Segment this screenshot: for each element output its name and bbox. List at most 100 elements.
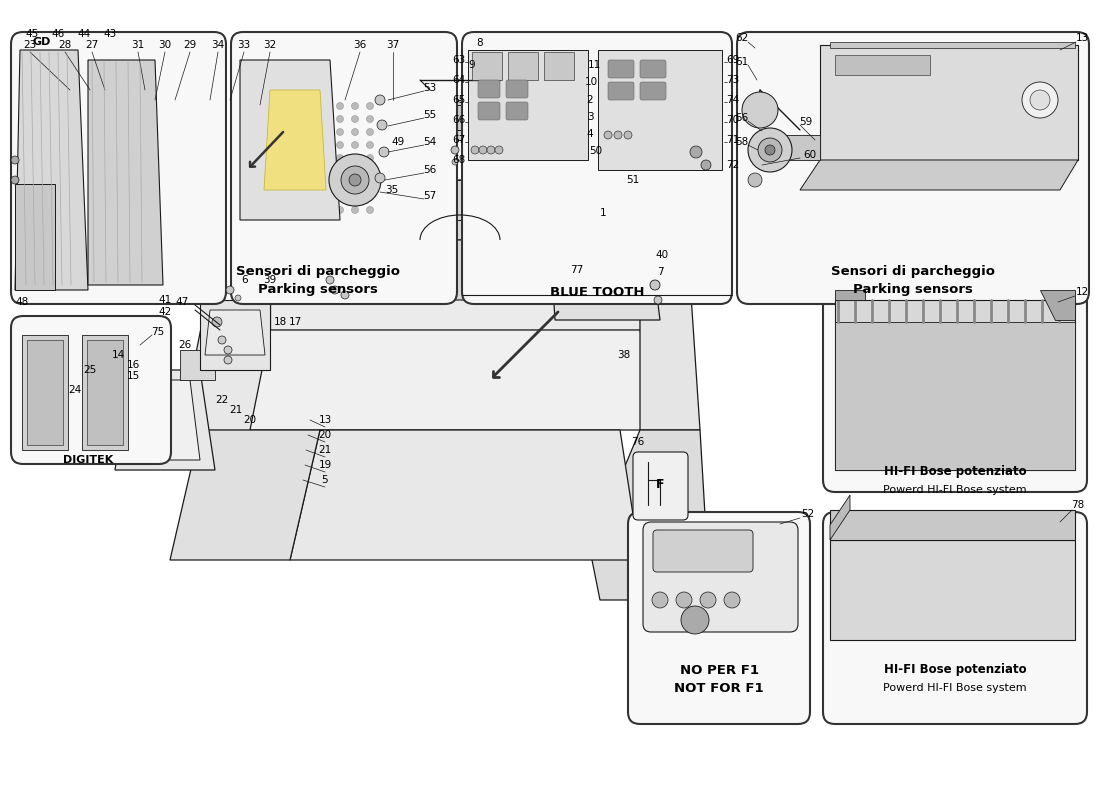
Circle shape <box>366 194 374 201</box>
Text: 15: 15 <box>126 371 140 381</box>
FancyBboxPatch shape <box>632 452 688 520</box>
Circle shape <box>352 102 359 110</box>
Text: 24: 24 <box>68 385 81 395</box>
FancyBboxPatch shape <box>462 32 732 304</box>
Circle shape <box>321 154 329 162</box>
Polygon shape <box>540 180 620 220</box>
Text: NO PER F1: NO PER F1 <box>680 663 759 677</box>
Polygon shape <box>590 430 710 600</box>
Polygon shape <box>180 350 214 380</box>
Polygon shape <box>240 60 340 220</box>
Circle shape <box>1030 90 1050 110</box>
Polygon shape <box>340 180 560 220</box>
Polygon shape <box>1040 290 1075 320</box>
FancyBboxPatch shape <box>506 80 528 98</box>
Circle shape <box>614 131 622 139</box>
Text: 20: 20 <box>243 415 256 425</box>
Text: 19: 19 <box>318 460 331 470</box>
Polygon shape <box>640 280 700 430</box>
FancyBboxPatch shape <box>737 32 1089 304</box>
Circle shape <box>352 181 359 187</box>
Text: 11: 11 <box>587 60 601 70</box>
Circle shape <box>212 317 222 327</box>
Circle shape <box>307 154 314 162</box>
Polygon shape <box>400 240 520 300</box>
Text: 76: 76 <box>631 437 645 447</box>
Circle shape <box>556 147 561 153</box>
Circle shape <box>452 159 458 165</box>
FancyBboxPatch shape <box>644 522 798 632</box>
Circle shape <box>321 142 329 149</box>
Circle shape <box>292 142 298 149</box>
Text: 26: 26 <box>178 340 191 350</box>
Circle shape <box>352 167 359 174</box>
Text: 8: 8 <box>476 38 483 48</box>
Circle shape <box>292 181 298 187</box>
Circle shape <box>748 173 762 187</box>
Polygon shape <box>598 50 722 170</box>
Polygon shape <box>200 300 270 370</box>
Circle shape <box>554 118 561 126</box>
Circle shape <box>352 194 359 201</box>
Text: 49: 49 <box>392 137 405 147</box>
Circle shape <box>307 206 314 214</box>
Text: 47: 47 <box>175 297 188 307</box>
Polygon shape <box>116 370 214 470</box>
Circle shape <box>307 142 314 149</box>
Text: Parking sensors: Parking sensors <box>854 283 972 297</box>
Polygon shape <box>830 510 1075 540</box>
Text: 33: 33 <box>238 40 251 50</box>
Text: 38: 38 <box>617 350 630 360</box>
FancyBboxPatch shape <box>640 82 666 100</box>
Polygon shape <box>835 290 865 300</box>
Circle shape <box>224 346 232 354</box>
Polygon shape <box>180 330 270 430</box>
Circle shape <box>341 166 368 194</box>
Circle shape <box>471 146 478 154</box>
Circle shape <box>375 173 385 183</box>
Circle shape <box>451 146 459 154</box>
Circle shape <box>764 145 776 155</box>
FancyBboxPatch shape <box>478 102 500 120</box>
Circle shape <box>377 120 387 130</box>
Circle shape <box>349 174 361 186</box>
Circle shape <box>478 146 487 154</box>
Circle shape <box>331 286 339 294</box>
Circle shape <box>758 138 782 162</box>
Text: 54: 54 <box>424 137 437 147</box>
FancyBboxPatch shape <box>506 102 528 120</box>
Polygon shape <box>785 135 820 160</box>
Text: 30: 30 <box>158 40 172 50</box>
Text: 48: 48 <box>15 297 29 307</box>
Circle shape <box>11 176 19 184</box>
Circle shape <box>650 280 660 290</box>
Circle shape <box>321 102 329 110</box>
Text: 45: 45 <box>25 29 39 39</box>
Text: F: F <box>656 478 664 491</box>
Circle shape <box>379 147 389 157</box>
Text: 69: 69 <box>726 55 739 65</box>
Circle shape <box>366 129 374 135</box>
Text: 66: 66 <box>452 115 465 125</box>
Circle shape <box>307 194 314 201</box>
Circle shape <box>676 592 692 608</box>
Polygon shape <box>508 52 538 80</box>
Text: GD: GD <box>33 37 52 47</box>
Circle shape <box>276 167 284 174</box>
Polygon shape <box>544 52 574 80</box>
Polygon shape <box>170 430 320 560</box>
Text: 65: 65 <box>452 95 465 105</box>
Circle shape <box>487 146 495 154</box>
Circle shape <box>352 142 359 149</box>
Polygon shape <box>264 90 326 190</box>
Circle shape <box>276 142 284 149</box>
Text: 25: 25 <box>84 365 97 375</box>
Text: 18: 18 <box>274 317 287 327</box>
Text: 72: 72 <box>726 160 739 170</box>
Text: 20: 20 <box>318 430 331 440</box>
Text: 51: 51 <box>626 175 639 185</box>
Circle shape <box>276 115 284 122</box>
Polygon shape <box>835 322 1075 470</box>
Circle shape <box>366 167 374 174</box>
FancyBboxPatch shape <box>653 530 754 572</box>
